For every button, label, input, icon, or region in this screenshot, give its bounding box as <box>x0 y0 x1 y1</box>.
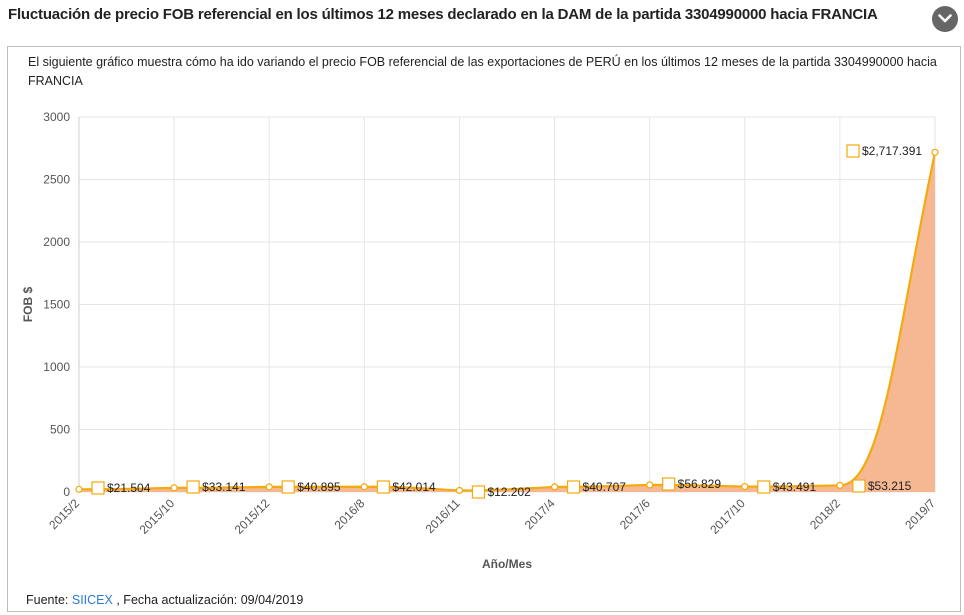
chevron-down-icon <box>938 14 952 23</box>
x-tick-label: 2015/10 <box>137 496 178 537</box>
y-tick-label: 2500 <box>43 173 70 187</box>
x-tick-label: 2018/2 <box>807 496 843 532</box>
data-point <box>75 485 83 493</box>
source-label: Fuente: <box>26 593 69 607</box>
data-label: $53.215 <box>868 479 912 493</box>
data-label-marker <box>281 480 295 494</box>
y-tick-label: 2000 <box>43 235 70 249</box>
y-tick-label: 0 <box>63 485 70 499</box>
x-tick-label: 2017/4 <box>522 496 558 532</box>
x-tick-label: 2015/2 <box>46 496 82 532</box>
data-point <box>741 482 749 491</box>
chart-description: El siguiente gráfico muestra cómo ha ido… <box>28 55 937 88</box>
x-tick-label: 2017/6 <box>617 496 653 532</box>
page-title: Fluctuación de precio FOB referencial en… <box>8 6 878 23</box>
data-label-marker <box>846 144 860 158</box>
data-label: $12.202 <box>487 485 531 499</box>
x-tick-label: 2016/8 <box>332 496 368 532</box>
data-label-marker <box>91 481 105 495</box>
collapse-button[interactable] <box>932 6 958 32</box>
data-point <box>550 483 559 491</box>
y-tick-label: 1500 <box>43 298 70 312</box>
x-tick-label: 2019/7 <box>902 496 938 532</box>
data-label-marker <box>186 480 200 494</box>
data-point <box>836 481 844 489</box>
chart-panel: El siguiente gráfico muestra cómo ha ido… <box>7 46 961 612</box>
data-label-marker <box>662 477 676 491</box>
data-point <box>265 483 273 491</box>
y-tick-label: 1000 <box>43 360 70 374</box>
data-label: $2,717.391 <box>862 144 922 158</box>
data-point <box>646 481 654 489</box>
data-point <box>360 483 368 491</box>
data-label: $40.895 <box>297 480 341 494</box>
footer: Fuente: SIICEX , Fecha actualización: 09… <box>26 593 303 607</box>
y-tick-label: 500 <box>50 423 70 437</box>
data-label: $56.829 <box>678 477 722 491</box>
x-axis-title: Año/Mes <box>482 557 532 571</box>
header: Fluctuación de precio FOB referencial en… <box>0 0 964 36</box>
siicex-link[interactable]: SIICEX <box>71 593 113 607</box>
x-tick-label: 2016/11 <box>423 496 463 536</box>
data-label: $42.014 <box>392 480 436 494</box>
update-date: , Fecha actualización: 09/04/2019 <box>116 593 304 607</box>
series-line <box>78 152 937 492</box>
data-label-marker <box>757 480 771 494</box>
data-label-marker <box>471 485 486 499</box>
x-tick-label: 2017/10 <box>707 496 748 537</box>
data-label: $21.504 <box>107 481 151 495</box>
data-label-marker <box>852 479 866 493</box>
y-axis-title: FOB $ <box>21 287 35 323</box>
y-tick-label: 3000 <box>43 110 70 124</box>
x-tick-label: 2015/12 <box>232 496 273 537</box>
data-point <box>455 486 464 495</box>
data-label-marker <box>566 480 581 494</box>
data-label-marker <box>376 480 390 494</box>
data-label: $40.707 <box>583 480 627 494</box>
fob-price-chart: 0 500 1000 1500 2000 2500 3000 2015/2 2015/10 201… <box>21 110 939 571</box>
data-label: $33.141 <box>202 480 246 494</box>
data-point <box>931 148 939 156</box>
data-label: $43.491 <box>773 480 817 494</box>
data-point <box>170 484 178 492</box>
area-fill <box>79 152 935 493</box>
